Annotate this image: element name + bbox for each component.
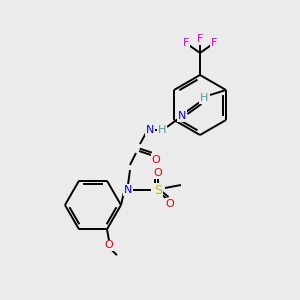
Text: H: H (158, 125, 166, 135)
Text: O: O (154, 168, 162, 178)
Text: N: N (124, 185, 132, 195)
Text: N: N (146, 125, 154, 135)
Text: N: N (178, 111, 186, 121)
Text: H: H (200, 93, 208, 103)
Text: F: F (197, 34, 203, 44)
Text: O: O (152, 155, 160, 165)
Text: S: S (154, 184, 162, 196)
Text: F: F (183, 38, 189, 48)
Text: O: O (166, 199, 174, 209)
Text: F: F (211, 38, 217, 48)
Text: O: O (105, 240, 113, 250)
